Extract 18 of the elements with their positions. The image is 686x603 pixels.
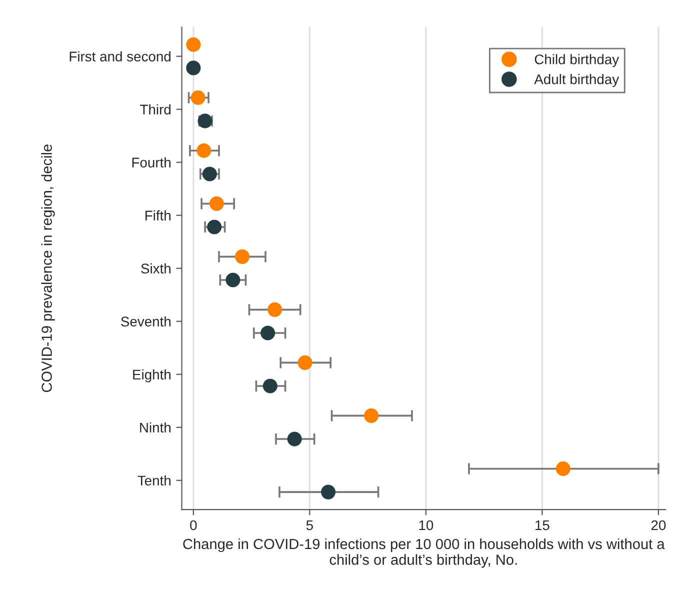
x-tick-label: 20 xyxy=(651,520,666,530)
y-tick-label: Tenth xyxy=(138,475,170,486)
y-axis-title: COVID-19 prevalence in region, decile xyxy=(41,144,55,392)
y-tick-label: Fourth xyxy=(132,157,170,168)
y-tick-label: First and second xyxy=(70,51,170,62)
y-tick-label: Sixth xyxy=(141,263,170,274)
x-tick-label: 5 xyxy=(306,520,313,530)
x-tick-label: 10 xyxy=(419,520,434,530)
y-tick-label: Fifth xyxy=(146,210,170,220)
x-tick-label: 0 xyxy=(190,520,197,530)
y-tick-label: Eighth xyxy=(133,369,170,382)
y-tick-label: Seventh xyxy=(121,316,170,327)
x-axis-title: Change in COVID-19 infections per 10 000 in households with vs without a child’s or adult’s birthday, No. xyxy=(183,538,665,568)
y-tick-label: Ninth xyxy=(140,422,170,433)
legend-label: Child birthday xyxy=(534,54,620,68)
legend-label: Adult birthday xyxy=(534,74,620,87)
y-tick-label: Third xyxy=(140,104,170,114)
x-tick-label: 15 xyxy=(536,520,550,530)
